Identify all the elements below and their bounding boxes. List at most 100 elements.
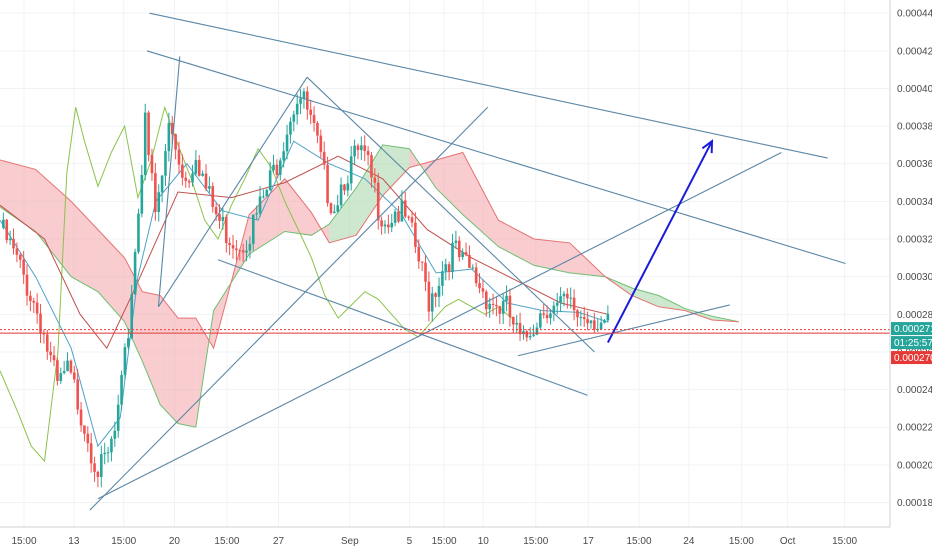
countdown-badge	[891, 336, 932, 350]
x-tick-label: 27	[273, 536, 285, 547]
candle-body	[387, 224, 390, 228]
x-tick-label: 15:00	[432, 536, 457, 547]
candle-body	[76, 379, 79, 410]
candle-body	[309, 109, 312, 115]
candle-body	[370, 155, 373, 178]
candle-body	[208, 186, 211, 189]
current-price-label: 0.0002719	[894, 324, 932, 335]
candle-body	[29, 295, 32, 301]
candle-body	[83, 425, 86, 434]
ichimoku-cloud	[0, 144, 739, 428]
x-tick-label: Sep	[341, 536, 359, 547]
candle-body	[18, 254, 22, 260]
y-tick-label: 0.0004400	[897, 9, 932, 20]
candle-body	[360, 145, 363, 151]
candle-body	[224, 216, 228, 244]
candle-body	[201, 173, 204, 176]
y-tick-label: 0.0002000	[897, 460, 932, 471]
candle-body	[22, 259, 25, 275]
candle-body	[380, 220, 383, 227]
candle-body	[589, 320, 593, 324]
trendlines[interactable]	[89, 12, 846, 511]
candle-body	[5, 219, 9, 241]
x-tick-label: 20	[169, 536, 181, 547]
candle-body	[96, 471, 100, 477]
candle-body	[265, 189, 269, 197]
candle-body	[333, 211, 336, 214]
candle-body	[72, 372, 76, 380]
candle-body	[106, 452, 110, 454]
candle-body	[93, 463, 96, 472]
trendline[interactable]	[157, 76, 308, 308]
candle-body	[488, 303, 491, 310]
x-tick-label: 15:00	[214, 536, 239, 547]
x-axis[interactable]: 15:00 13 15:00 20 15:00 27 Sep 5 15:00 10 15:00 17 1…	[12, 536, 858, 547]
senkou-span-a	[0, 144, 739, 428]
candle-body	[528, 335, 532, 338]
trendline[interactable]	[89, 106, 489, 511]
candle-body	[447, 264, 451, 273]
candle-body	[221, 216, 225, 221]
candle-body	[289, 121, 292, 135]
candle-body	[542, 313, 546, 315]
y-tick-label: 0.0002200	[897, 423, 932, 434]
candle-body	[228, 243, 231, 246]
candle-body	[194, 160, 198, 174]
candle-body	[302, 91, 306, 99]
trendline[interactable]	[149, 12, 828, 159]
candle-body	[501, 301, 505, 314]
trendline[interactable]	[157, 56, 181, 307]
candle-body	[45, 334, 49, 352]
y-tick-label: 0.0002400	[897, 385, 932, 396]
cloud-segment	[178, 318, 196, 428]
candle-body	[25, 274, 29, 296]
candle-body	[410, 217, 414, 223]
trendline[interactable]	[97, 151, 782, 500]
candle-body	[383, 224, 387, 227]
x-tick-label: 15:00	[832, 536, 857, 547]
candle-body	[251, 214, 255, 244]
candle-body	[349, 156, 353, 184]
candle-body	[390, 222, 394, 228]
trendline[interactable]	[306, 76, 595, 353]
candle-body	[508, 295, 512, 317]
candle-body	[417, 246, 421, 262]
candle-body	[376, 182, 380, 221]
candle-body	[549, 313, 552, 319]
candle-body	[35, 302, 39, 314]
candle-body	[113, 430, 117, 439]
candle-body	[120, 374, 123, 405]
candle-body	[100, 454, 103, 477]
candle-body	[262, 196, 265, 198]
candle-body	[211, 186, 215, 208]
y-tick-label: 0.0003400	[897, 197, 932, 208]
candle-body	[484, 291, 488, 310]
x-tick-label: 17	[583, 536, 595, 547]
candle-body	[306, 91, 309, 110]
candle-body	[539, 313, 542, 328]
candle-body	[427, 281, 431, 312]
candle-body	[89, 443, 93, 464]
trendline[interactable]	[517, 304, 730, 357]
y-axis[interactable]: 0.0001800 0.0002000 0.0002200 0.0002400 0.00…	[897, 9, 932, 509]
x-tick-label: 15:00	[111, 536, 136, 547]
cloud-segment	[0, 159, 36, 232]
trendline[interactable]	[146, 50, 846, 265]
candle-body	[346, 183, 350, 191]
candle-body	[140, 175, 144, 214]
candle-body	[110, 438, 113, 453]
cloud-segment	[356, 144, 383, 236]
x-tick-label: 5	[407, 536, 413, 547]
cloud-segment	[142, 291, 161, 405]
candle-body	[15, 248, 19, 255]
candle-body	[515, 322, 518, 325]
projection-arrow[interactable]	[606, 140, 713, 344]
candle-body	[407, 216, 410, 218]
candle-body	[187, 180, 191, 183]
candle-body	[174, 134, 177, 150]
candle-body	[397, 211, 400, 222]
y-tick-label: 0.0002800	[897, 310, 932, 321]
trendline[interactable]	[217, 259, 588, 396]
